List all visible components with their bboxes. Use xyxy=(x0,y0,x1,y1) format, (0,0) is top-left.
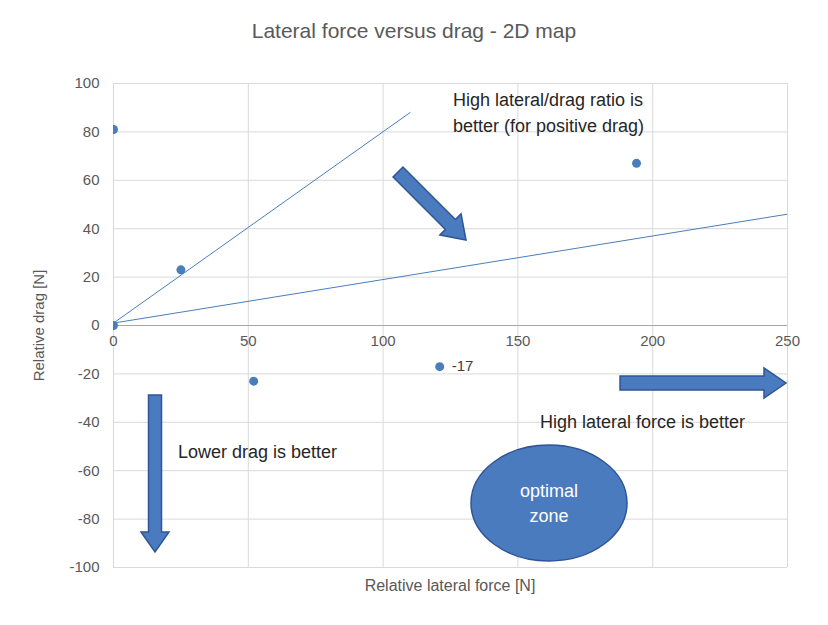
html-text:Lateral force versus drag - 2D: Lateral force versus drag - 2D map xyxy=(251,19,577,42)
svg-text:60: 60 xyxy=(83,171,100,188)
svg-text:-40: -40 xyxy=(78,413,100,430)
svg-text:200: 200 xyxy=(640,332,665,349)
svg-text:50: 50 xyxy=(240,332,257,349)
svg-text:better (for positive drag): better (for positive drag) xyxy=(453,116,644,136)
svg-text:High lateral force is better: High lateral force is better xyxy=(540,412,745,432)
svg-text:80: 80 xyxy=(83,123,100,140)
svg-text:-100: -100 xyxy=(69,558,99,575)
svg-text:0: 0 xyxy=(109,332,117,349)
svg-text:Relative lateral force [N]: Relative lateral force [N] xyxy=(365,577,536,594)
svg-text:Relative drag [N]: Relative drag [N] xyxy=(30,270,47,382)
svg-text:-60: -60 xyxy=(78,462,100,479)
svg-text:-20: -20 xyxy=(78,365,100,382)
svg-text:100: 100 xyxy=(74,74,99,91)
svg-text:100: 100 xyxy=(371,332,396,349)
svg-text:High lateral/drag ratio is: High lateral/drag ratio is xyxy=(453,90,643,110)
svg-text:40: 40 xyxy=(83,220,100,237)
svg-text:zone: zone xyxy=(529,506,568,526)
svg-text:250: 250 xyxy=(775,332,800,349)
svg-text:optimal: optimal xyxy=(520,481,578,501)
svg-text:-17: -17 xyxy=(452,357,474,374)
svg-text:-80: -80 xyxy=(78,510,100,527)
svg-text:20: 20 xyxy=(83,268,100,285)
svg-text:Lower drag is better: Lower drag is better xyxy=(178,442,337,462)
svg-text:0: 0 xyxy=(91,316,99,333)
svg-text:150: 150 xyxy=(505,332,530,349)
